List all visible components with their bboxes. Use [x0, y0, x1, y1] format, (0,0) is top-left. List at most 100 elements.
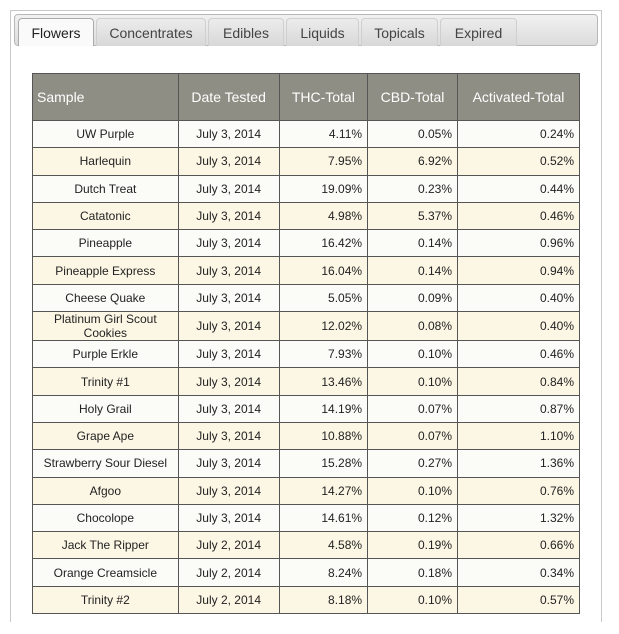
table-cell: Pineapple Express [32, 256, 179, 285]
header-row: Sample Date Tested THC-Total CBD-Total Activ… [32, 73, 580, 121]
tab[interactable]: Expired [440, 18, 517, 46]
table-row: Harlequin July 3, 2014 7.95% 6.92% 0.52% [32, 147, 580, 176]
table-cell: July 3, 2014 [177, 147, 280, 176]
table-row: UW Purple July 3, 2014 4.11% 0.05% 0.24% [32, 119, 580, 149]
table-cell: 0.12% [367, 503, 459, 533]
column-header: Activated-Total [457, 73, 580, 121]
table-cell: 0.07% [367, 421, 459, 451]
table-row: Orange Creamsicle July 2, 2014 8.24% 0.18% 0… [32, 558, 580, 587]
table-cell: 0.18% [367, 558, 459, 587]
table-cell: 0.10% [367, 476, 459, 505]
table-cell: Dutch Treat [32, 174, 179, 203]
table-cell: Afgoo [32, 476, 179, 505]
table-cell: Chocolope [32, 503, 179, 533]
table-cell: 0.40% [457, 311, 580, 342]
table-cell: Pineapple [32, 229, 179, 258]
table-cell: Catatonic [32, 201, 179, 231]
table-cell: July 3, 2014 [177, 503, 280, 533]
column-header: Sample [32, 73, 179, 121]
table-cell: 0.84% [457, 367, 580, 396]
table-cell: 0.66% [457, 531, 580, 560]
table-cell: Platinum Girl Scout Cookies [32, 311, 179, 342]
table-cell: 0.14% [367, 256, 459, 285]
table-cell: 0.87% [457, 394, 580, 423]
table-cell: July 3, 2014 [177, 201, 280, 231]
table-row: Jack The Ripper July 2, 2014 4.58% 0.19% 0.6… [32, 531, 580, 560]
column-header: Date Tested [177, 73, 280, 121]
table-cell: 16.42% [278, 229, 369, 258]
table-cell: 0.40% [457, 283, 580, 313]
table-cell: July 2, 2014 [177, 585, 280, 615]
tab[interactable]: Liquids [286, 18, 359, 46]
table-cell: 0.94% [457, 256, 580, 285]
table-cell: July 2, 2014 [177, 531, 280, 560]
table-row: Strawberry Sour Diesel July 3, 2014 15.28%… [32, 449, 580, 478]
tab[interactable]: Flowers [18, 18, 94, 46]
table-cell: 10.88% [278, 421, 369, 451]
table-row: Catatonic July 3, 2014 4.98% 5.37% 0.46% [32, 201, 580, 231]
table-cell: 0.09% [367, 283, 459, 313]
table-row: Cheese Quake July 3, 2014 5.05% 0.09% 0.40% [32, 283, 580, 313]
table-cell: 0.23% [367, 174, 459, 203]
table-body: UW Purple July 3, 2014 4.11% 0.05% 0.24% Harl… [32, 119, 580, 615]
table-cell: Strawberry Sour Diesel [32, 449, 179, 478]
table-cell: Orange Creamsicle [32, 558, 179, 587]
table-cell: July 3, 2014 [177, 174, 280, 203]
table-cell: 0.10% [367, 367, 459, 396]
table-cell: 0.76% [457, 476, 580, 505]
tab[interactable]: Topicals [361, 18, 438, 46]
table-cell: Jack The Ripper [32, 531, 179, 560]
column-header: CBD-Total [367, 73, 459, 121]
table-cell: July 2, 2014 [177, 558, 280, 587]
table-cell: July 3, 2014 [177, 229, 280, 258]
column-header: THC-Total [278, 73, 369, 121]
table-cell: 0.24% [457, 119, 580, 149]
table-cell: July 3, 2014 [177, 421, 280, 451]
table-cell: 15.28% [278, 449, 369, 478]
table-cell: July 3, 2014 [177, 449, 280, 478]
table-cell: July 3, 2014 [177, 476, 280, 505]
table-cell: 0.46% [457, 340, 580, 369]
table-row: Platinum Girl Scout Cookies July 3, 2014 1… [32, 311, 580, 342]
table-cell: 14.19% [278, 394, 369, 423]
table-cell: 1.36% [457, 449, 580, 478]
tab[interactable]: Edibles [208, 18, 284, 46]
table-cell: Harlequin [32, 147, 179, 176]
tab[interactable]: Concentrates [96, 18, 206, 46]
table-cell: UW Purple [32, 119, 179, 149]
table-row: Chocolope July 3, 2014 14.61% 0.12% 1.32% [32, 503, 580, 533]
table-cell: 0.19% [367, 531, 459, 560]
table-row: Trinity #2 July 2, 2014 8.18% 0.10% 0.57% [32, 585, 580, 615]
table-row: Afgoo July 3, 2014 14.27% 0.10% 0.76% [32, 476, 580, 505]
table-cell: July 3, 2014 [177, 119, 280, 149]
table-cell: July 3, 2014 [177, 256, 280, 285]
table-cell: Holy Grail [32, 394, 179, 423]
table-cell: 0.10% [367, 585, 459, 615]
table-cell: 5.05% [278, 283, 369, 313]
table-cell: 0.10% [367, 340, 459, 369]
table-row: Holy Grail July 3, 2014 14.19% 0.07% 0.87% [32, 394, 580, 423]
table-cell: 14.61% [278, 503, 369, 533]
table-cell: 14.27% [278, 476, 369, 505]
table-cell: 1.32% [457, 503, 580, 533]
table-cell: 0.14% [367, 229, 459, 258]
table-row: Trinity #1 July 3, 2014 13.46% 0.10% 0.84% [32, 367, 580, 396]
results-table: Sample Date Tested THC-Total CBD-Total Activ… [32, 73, 580, 615]
table-cell: 0.57% [457, 585, 580, 615]
table-row: Dutch Treat July 3, 2014 19.09% 0.23% 0.44% [32, 174, 580, 203]
table-cell: 0.27% [367, 449, 459, 478]
table-cell: 5.37% [367, 201, 459, 231]
table-cell: 8.18% [278, 585, 369, 615]
table-row: Grape Ape July 3, 2014 10.88% 0.07% 1.10% [32, 421, 580, 451]
table-cell: 6.92% [367, 147, 459, 176]
table-cell: Trinity #2 [32, 585, 179, 615]
table-cell: 4.11% [278, 119, 369, 149]
table-cell: 4.98% [278, 201, 369, 231]
table-cell: Trinity #1 [32, 367, 179, 396]
table-cell: 0.44% [457, 174, 580, 203]
table-cell: July 3, 2014 [177, 311, 280, 342]
table-cell: 19.09% [278, 174, 369, 203]
table-cell: 7.93% [278, 340, 369, 369]
table-cell: Purple Erkle [32, 340, 179, 369]
table-cell: July 3, 2014 [177, 394, 280, 423]
